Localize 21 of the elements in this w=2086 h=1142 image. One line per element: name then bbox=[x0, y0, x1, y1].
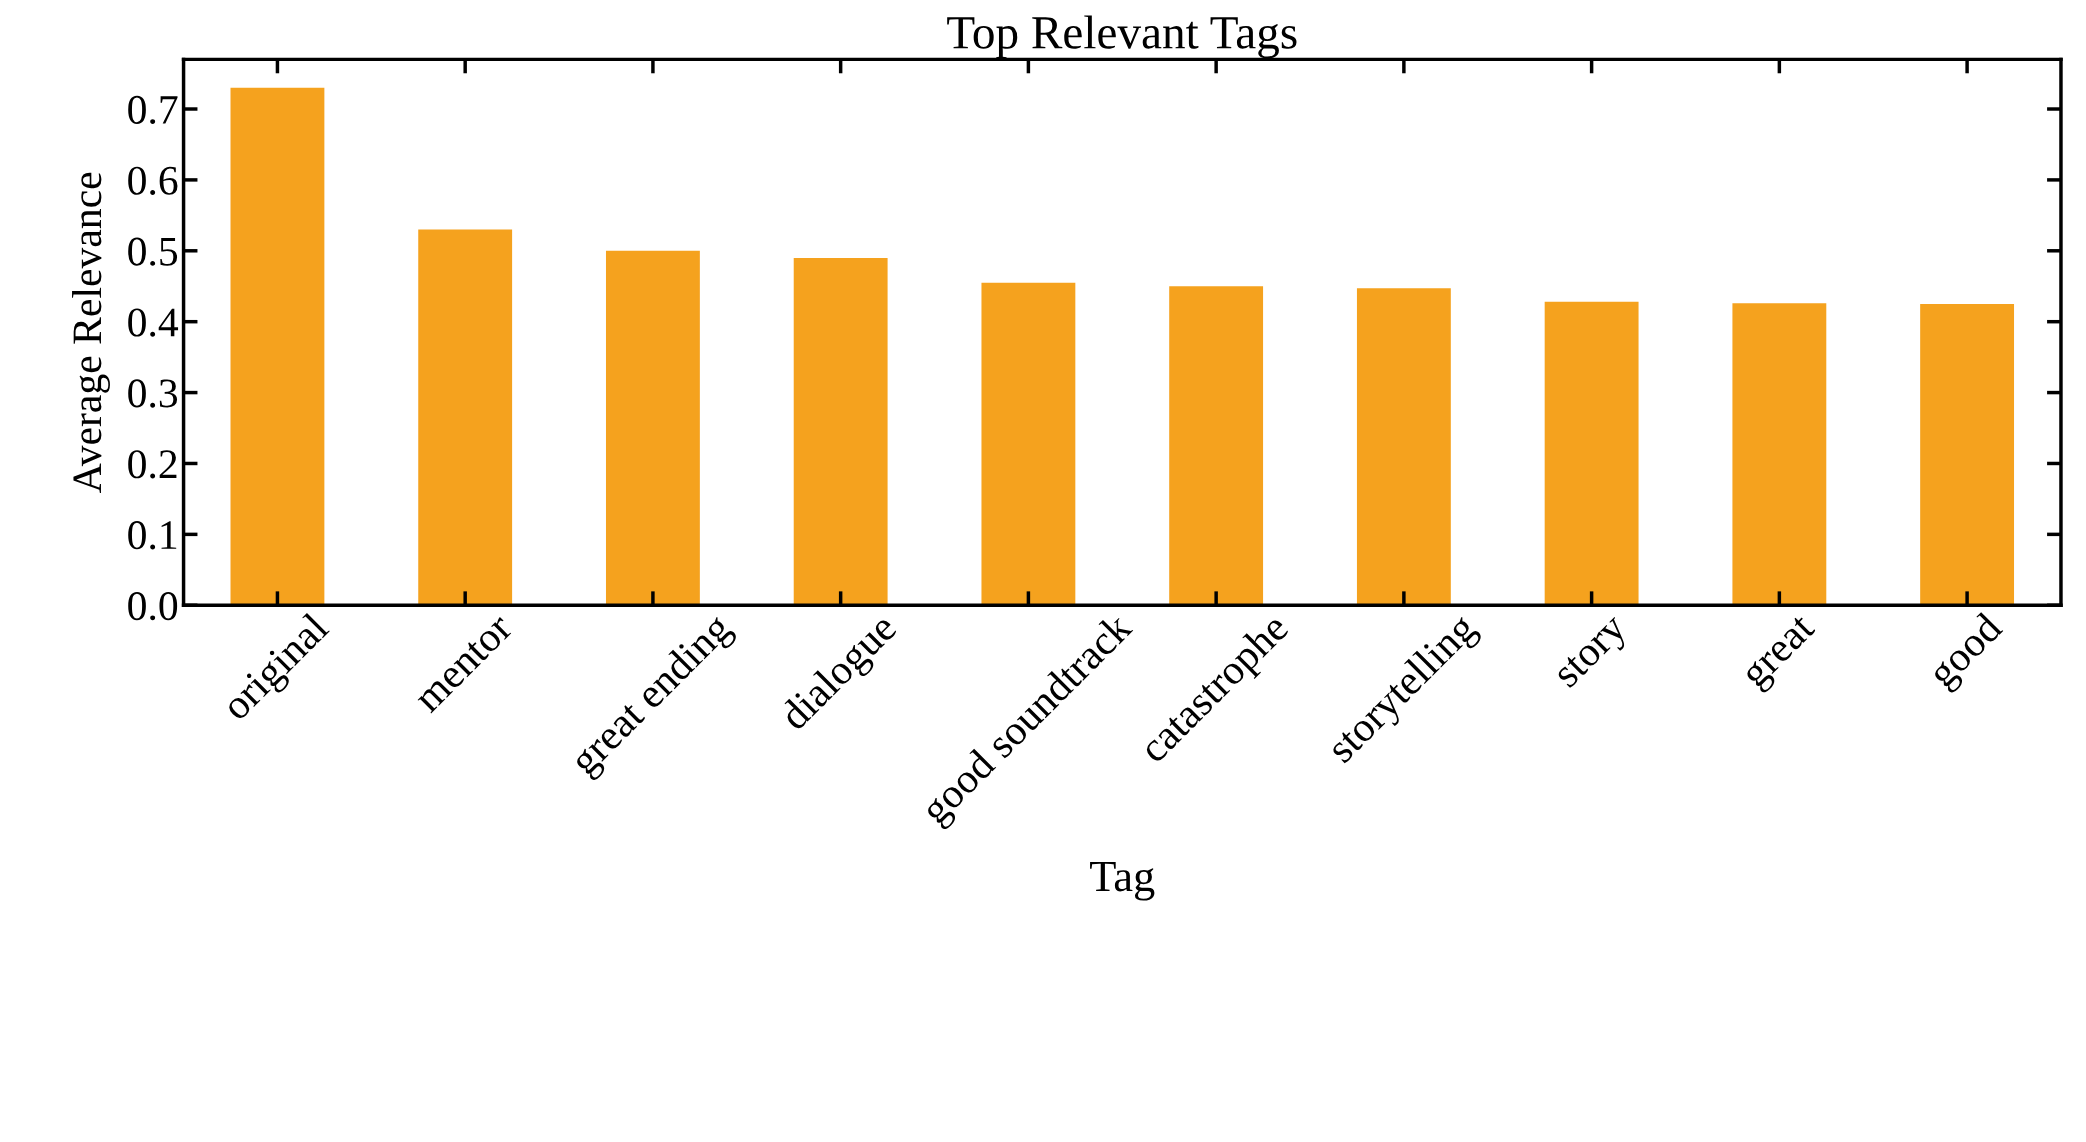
bar bbox=[1169, 286, 1264, 606]
y-tick-label: 0.4 bbox=[128, 308, 179, 337]
x-axis-title: Tag bbox=[1090, 861, 1155, 901]
bar bbox=[793, 257, 888, 606]
y-tick-label: 0.5 bbox=[128, 237, 178, 266]
y-tick-label: 0.6 bbox=[128, 166, 178, 195]
y-tick-label: 0.3 bbox=[128, 379, 178, 408]
chart-title: Top Relevant Tags bbox=[947, 15, 1297, 59]
bar bbox=[1356, 288, 1451, 606]
bar bbox=[605, 250, 700, 606]
y-tick-label: 0.0 bbox=[128, 592, 178, 621]
bar bbox=[418, 229, 513, 606]
bar bbox=[1920, 303, 2015, 606]
bar bbox=[981, 282, 1076, 606]
y-axis-title: Average Relevance bbox=[72, 172, 110, 493]
bar bbox=[230, 87, 325, 606]
y-tick-label: 0.1 bbox=[128, 521, 177, 550]
bar bbox=[1732, 303, 1827, 606]
bar bbox=[1544, 301, 1639, 606]
y-tick-label: 0.2 bbox=[128, 450, 177, 479]
y-tick-label: 0.7 bbox=[128, 95, 178, 125]
